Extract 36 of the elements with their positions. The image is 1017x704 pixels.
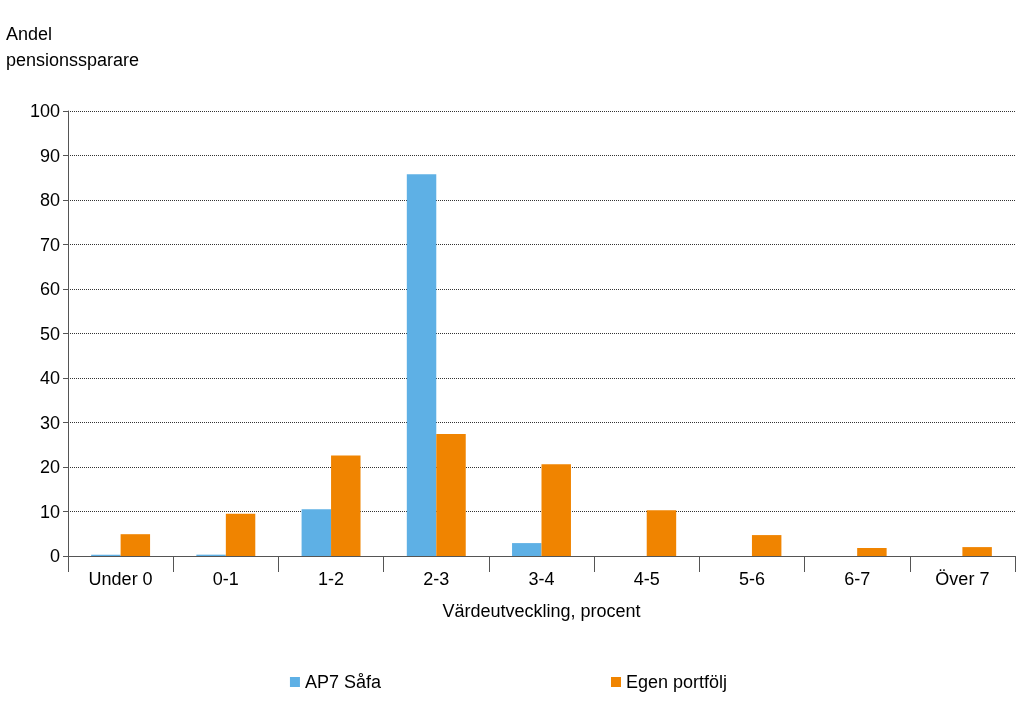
x-tick-label: Över 7 [935, 569, 990, 589]
y-tick-label: 100 [29, 101, 60, 121]
legend-label: AP7 Såfa [304, 672, 382, 692]
bar [436, 434, 466, 556]
x-tick-label: 2-3 [423, 569, 450, 589]
legend-label: Egen portfölj [625, 672, 728, 692]
bar [512, 543, 542, 556]
x-tick-label: 4-5 [633, 569, 660, 589]
y-tick-label: 60 [39, 279, 60, 299]
bar [225, 513, 256, 556]
x-axis-title: Värdeutveckling, procent [442, 601, 641, 621]
y-tick-label: 90 [39, 145, 60, 166]
y-tick-label: 70 [39, 234, 60, 255]
x-tick-label: 3-4 [528, 569, 555, 589]
x-tick-label: Under 0 [88, 569, 153, 589]
y-tick-label: 40 [39, 368, 60, 388]
bar [120, 534, 151, 556]
y-tick-label: 30 [39, 412, 60, 433]
y-axis-title: Andel pensionssparare [6, 24, 140, 70]
bar [857, 547, 887, 556]
x-tick-label: 1-2 [318, 569, 345, 589]
bar [301, 509, 332, 556]
bar [751, 535, 782, 556]
x-tick-label: 5-6 [738, 569, 765, 589]
y-tick-label: 20 [39, 457, 60, 477]
y-tick-label: 80 [39, 190, 60, 210]
x-tick-label: 0-1 [212, 569, 239, 589]
y-tick-label: 50 [39, 323, 60, 344]
bar [962, 547, 992, 556]
x-tick-label: 6-7 [844, 569, 871, 589]
bar [646, 510, 677, 556]
bar [406, 174, 437, 556]
bar [541, 464, 571, 556]
y-tick-label: 10 [39, 501, 60, 522]
bar [331, 455, 361, 556]
y-tick-label: 0 [49, 546, 60, 566]
